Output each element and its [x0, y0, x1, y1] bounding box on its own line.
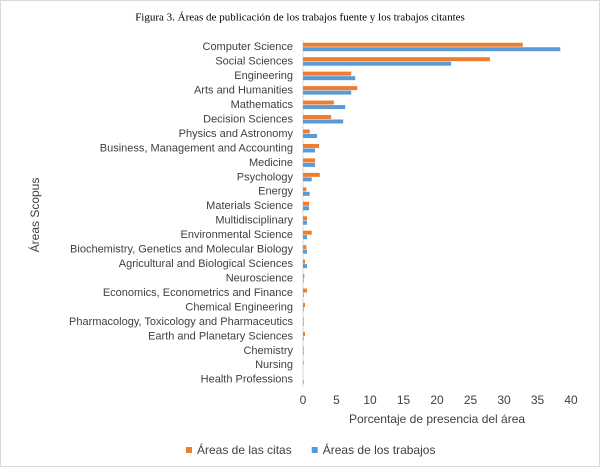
x-tick-label: 5 — [333, 393, 340, 407]
x-tick-label: 40 — [564, 393, 578, 407]
bar — [303, 100, 334, 105]
bar — [303, 206, 310, 211]
bar — [303, 61, 452, 66]
bar — [303, 230, 312, 235]
bar — [303, 302, 306, 307]
y-tick-label: Social Sciences — [215, 56, 293, 68]
bar — [303, 158, 316, 163]
x-tick-label: 10 — [363, 393, 377, 407]
bar — [303, 307, 304, 312]
bar — [303, 76, 356, 81]
bar — [303, 71, 352, 76]
y-tick-label: Health Professions — [201, 374, 294, 386]
bar — [303, 360, 304, 365]
bar — [303, 57, 490, 62]
x-tick-label: 30 — [497, 393, 511, 407]
bar — [303, 264, 308, 269]
y-tick-label: Decision Sciences — [203, 113, 293, 125]
bar — [303, 105, 346, 110]
bar — [303, 133, 318, 138]
y-tick-label: Psychology — [237, 171, 294, 183]
x-tick-label: 20 — [430, 393, 444, 407]
bar — [303, 288, 308, 293]
y-tick-label: Neuroscience — [226, 272, 293, 284]
bar — [303, 191, 310, 196]
y-tick-label: Chemistry — [243, 345, 293, 357]
bar — [303, 278, 304, 283]
y-tick-label: Energy — [258, 186, 293, 198]
chart-title: Figura 3. Áreas de publicación de los tr… — [135, 12, 465, 24]
legend-label: Áreas de los trabajos — [323, 442, 436, 457]
y-tick-label: Materials Science — [206, 200, 293, 212]
x-tick-label: 25 — [464, 393, 478, 407]
x-tick-label: 35 — [531, 393, 545, 407]
y-tick-label: Physics and Astronomy — [179, 128, 294, 140]
y-axis-title: Áreas Scopus — [27, 178, 42, 253]
bar — [303, 129, 310, 134]
x-axis-title: Porcentaje de presencia del área — [349, 412, 525, 426]
bar — [303, 42, 523, 47]
bar — [303, 259, 306, 264]
bar — [303, 235, 308, 240]
y-tick-label: Arts and Humanities — [194, 85, 294, 97]
bar — [303, 187, 307, 192]
x-tick-label: 0 — [300, 393, 307, 407]
bar — [303, 274, 305, 279]
bar — [303, 119, 344, 124]
bar — [303, 245, 307, 250]
y-tick-label: Agricultural and Biological Sciences — [119, 258, 294, 270]
legend-swatch — [186, 447, 192, 453]
y-tick-label: Multidisciplinary — [215, 215, 293, 227]
y-tick-label: Engineering — [234, 70, 293, 82]
y-tick-label: Nursing — [255, 359, 293, 371]
bar — [303, 379, 304, 384]
bar — [303, 293, 304, 298]
bar — [303, 220, 308, 225]
y-tick-label: Computer Science — [203, 41, 294, 53]
bar — [303, 331, 306, 336]
bar — [303, 317, 304, 322]
y-tick-label: Environmental Science — [180, 229, 293, 241]
bar — [303, 216, 308, 221]
y-tick-label: Earth and Planetary Sciences — [148, 330, 293, 342]
y-tick-label: Chemical Engineering — [185, 301, 293, 313]
bar — [303, 201, 310, 206]
bar — [303, 86, 358, 91]
bar — [303, 162, 316, 167]
bar — [303, 321, 304, 326]
bar — [303, 115, 332, 120]
bar — [303, 177, 312, 182]
bar — [303, 172, 320, 177]
bar — [303, 350, 304, 355]
x-tick-label: 15 — [397, 393, 411, 407]
bar — [303, 336, 304, 341]
y-tick-label: Mathematics — [231, 99, 294, 111]
bar — [303, 346, 304, 351]
y-tick-label: Biochemistry, Genetics and Molecular Bio… — [70, 244, 293, 256]
legend-swatch — [311, 447, 318, 453]
bar — [303, 90, 352, 95]
y-tick-label: Medicine — [249, 157, 293, 169]
y-tick-label: Pharmacology, Toxicology and Pharmaceuti… — [69, 316, 293, 328]
bar — [303, 47, 561, 52]
y-tick-label: Business, Management and Accounting — [100, 142, 293, 154]
legend-label: Áreas de las citas — [197, 442, 292, 457]
bar — [303, 148, 316, 153]
y-tick-label: Economics, Econometrics and Finance — [103, 287, 293, 299]
bar — [303, 249, 308, 254]
bar — [303, 143, 320, 148]
